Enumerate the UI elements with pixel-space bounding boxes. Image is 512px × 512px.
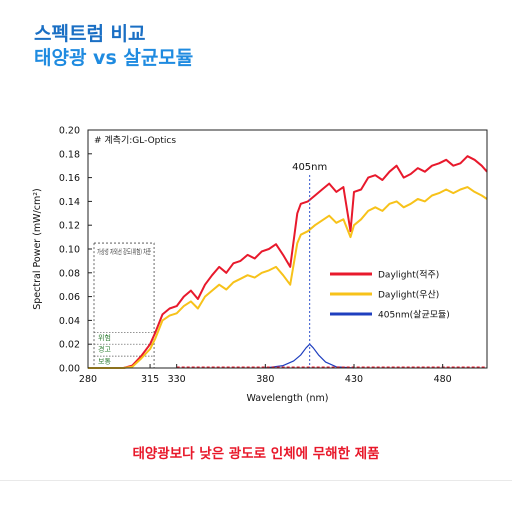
x-tick-label: 280: [79, 374, 97, 385]
reference-level-label: 경고: [98, 345, 111, 354]
title-block: 스펙트럼 비교 태양광 vs 살균모듈: [34, 22, 193, 70]
y-tick-label: 0.18: [59, 149, 80, 160]
series-line-1: [88, 186, 488, 369]
page-subtitle: 태양광 vs 살균모듈: [34, 47, 194, 69]
reference-level-label: 위험: [98, 334, 111, 342]
legend-label: 405nm(살균모듈): [378, 310, 450, 321]
y-tick-label: 0.10: [59, 245, 80, 256]
x-axis-label: Wavelength (nm): [246, 393, 328, 404]
series-line-0: [88, 155, 488, 369]
y-tick-label: 0.14: [59, 197, 80, 208]
source-note: # 계측기:GL-Optics: [94, 134, 176, 146]
x-tick-label: 380: [256, 374, 274, 385]
page-title: 스펙트럼 비교: [34, 23, 146, 45]
reference-level-label: 보통: [98, 358, 111, 366]
caption: 태양광보다 낮은 광도로 인체에 무해한 제품: [132, 446, 380, 462]
legend-label: Daylight(적주): [378, 269, 439, 281]
y-tick-label: 0.00: [59, 364, 80, 375]
x-tick-label: 315: [141, 374, 159, 385]
y-tick-label: 0.06: [59, 292, 80, 303]
y-tick-label: 0.04: [59, 316, 80, 327]
legend-label: Daylight(우산): [378, 290, 439, 301]
y-tick-label: 0.16: [59, 173, 80, 184]
x-tick-label: 330: [168, 374, 186, 385]
y-tick-label: 0.20: [59, 126, 80, 137]
divider: [0, 480, 512, 481]
y-tick-label: 0.02: [59, 340, 80, 351]
x-tick-label: 430: [345, 374, 363, 385]
reference-box-title: 가상성 자외선 강도(위험) 차준: [97, 247, 151, 256]
y-tick-label: 0.08: [59, 268, 80, 279]
marker-label: 405nm: [292, 162, 327, 173]
x-tick-label: 480: [434, 374, 452, 385]
y-axis-label: Spectral Power (mW/cm²): [32, 188, 43, 310]
y-tick-label: 0.12: [59, 221, 80, 232]
